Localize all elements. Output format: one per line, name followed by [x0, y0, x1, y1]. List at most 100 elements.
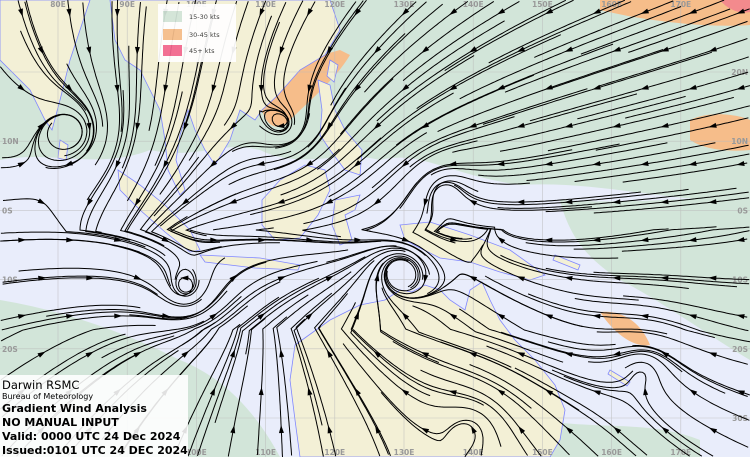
streamline-arrow: [306, 8, 313, 17]
streamline-arrow: [496, 84, 506, 90]
land-java: [199, 254, 301, 271]
streamline-arrow: [307, 387, 313, 396]
lon-label-bottom: 160E: [601, 448, 622, 457]
streamline-arrow: [163, 160, 169, 169]
streamline-arrow: [209, 160, 218, 168]
streamline-arrow: [612, 275, 621, 281]
streamline-arrow: [640, 313, 649, 319]
legend-label: 30-45 kts: [189, 30, 220, 39]
streamline: [376, 0, 567, 122]
streamline-arrow: [516, 122, 525, 128]
streamline: [525, 226, 750, 247]
streamline-arrow: [564, 199, 573, 205]
streamline: [596, 331, 748, 365]
streamline-arrow: [37, 351, 46, 358]
lat-label-left: 10N: [2, 137, 19, 146]
streamline-arrow: [660, 46, 669, 52]
streamline: [526, 144, 749, 181]
streamline-arrow: [86, 275, 95, 281]
streamline: [307, 0, 367, 120]
lon-label-bottom: 110E: [255, 448, 276, 457]
streamline-arrow: [449, 313, 458, 320]
streamline: [276, 271, 352, 456]
streamline: [2, 198, 146, 248]
streamline-arrow: [307, 84, 313, 93]
streamline: [621, 238, 748, 252]
streamline-arrow: [401, 160, 410, 168]
shade-30-45-coral: [600, 311, 650, 346]
streamline-arrow: [66, 237, 75, 243]
streamline-arrow: [688, 161, 697, 166]
lat-label-right: 20S: [732, 345, 748, 354]
streamline-arrow: [708, 46, 717, 52]
streamline-arrow: [209, 313, 218, 320]
streamline: [623, 295, 748, 318]
streamline-arrow: [497, 313, 506, 320]
streamline-arrow: [163, 84, 169, 93]
lon-label-top: 140E: [463, 0, 484, 9]
streamline-arrow: [256, 160, 265, 166]
land-taiwan: [326, 59, 339, 83]
lon-label-top: 160E: [601, 0, 622, 9]
streamline: [364, 0, 469, 93]
streamline-arrow: [497, 8, 506, 15]
streamline: [17, 0, 87, 111]
streamline-arrow: [708, 275, 717, 281]
streamline: [380, 391, 476, 457]
streamline-arrow: [114, 84, 120, 93]
streamline-arrow: [17, 161, 26, 168]
streamline-arrow: [449, 8, 458, 15]
streamline-arrow: [592, 390, 601, 396]
streamline-arrow: [161, 236, 170, 243]
streamline-arrow: [660, 122, 669, 128]
shade-30-45-ne: [600, 0, 750, 26]
streamline-arrow: [325, 275, 334, 282]
streamline-arrow: [420, 351, 430, 358]
legend-swatch: [163, 11, 182, 22]
streamline: [342, 343, 484, 456]
streamline-arrow: [375, 425, 381, 434]
streamline: [628, 8, 750, 53]
streamline-arrow: [470, 425, 477, 434]
streamline-arrow: [181, 198, 190, 206]
streamline-arrow: [373, 198, 382, 206]
streamline-arrow: [354, 387, 361, 396]
streamline-arrow: [736, 314, 745, 320]
streamline: [307, 1, 427, 148]
streamline-arrow: [115, 160, 121, 169]
streamline-arrow: [228, 198, 238, 204]
streamline-arrow: [324, 198, 334, 205]
streamline-arrow: [708, 122, 717, 128]
streamline-arrow: [643, 387, 649, 396]
streamline: [259, 0, 304, 136]
streamline-arrow: [401, 84, 410, 92]
streamline-arrow: [592, 8, 602, 14]
lat-label-left: 0S: [2, 206, 13, 215]
lon-label-bottom: 140E: [463, 448, 484, 457]
streamline-arrow: [660, 351, 670, 358]
streamline: [116, 0, 123, 132]
lat-label-right: 30S: [732, 414, 748, 423]
streamline-arrow: [518, 426, 526, 434]
streamline-arrow: [689, 389, 698, 396]
info-box: Darwin RSMC Bureau of Meteorology Gradie…: [0, 375, 188, 457]
streamline-arrow: [564, 275, 573, 281]
streamline-arrow: [736, 8, 746, 14]
streamline-arrow: [544, 161, 553, 167]
streamline: [82, 2, 109, 166]
streamline-arrow: [613, 426, 622, 434]
streamline: [187, 296, 280, 457]
streamline: [547, 105, 750, 152]
lon-label-bottom: 100E: [186, 448, 207, 457]
legend-swatch: [163, 29, 182, 40]
lon-label-top: 120E: [324, 0, 345, 9]
streamline-arrow: [180, 275, 189, 281]
lon-label-top: 150E: [532, 0, 553, 9]
streamline: [317, 293, 391, 456]
streamline-arrow: [305, 312, 313, 320]
streamline-arrow: [373, 350, 382, 358]
streamline: [223, 0, 267, 126]
streamline-arrow: [279, 46, 285, 55]
streamline-arrow: [423, 198, 429, 207]
streamline: [551, 20, 748, 89]
